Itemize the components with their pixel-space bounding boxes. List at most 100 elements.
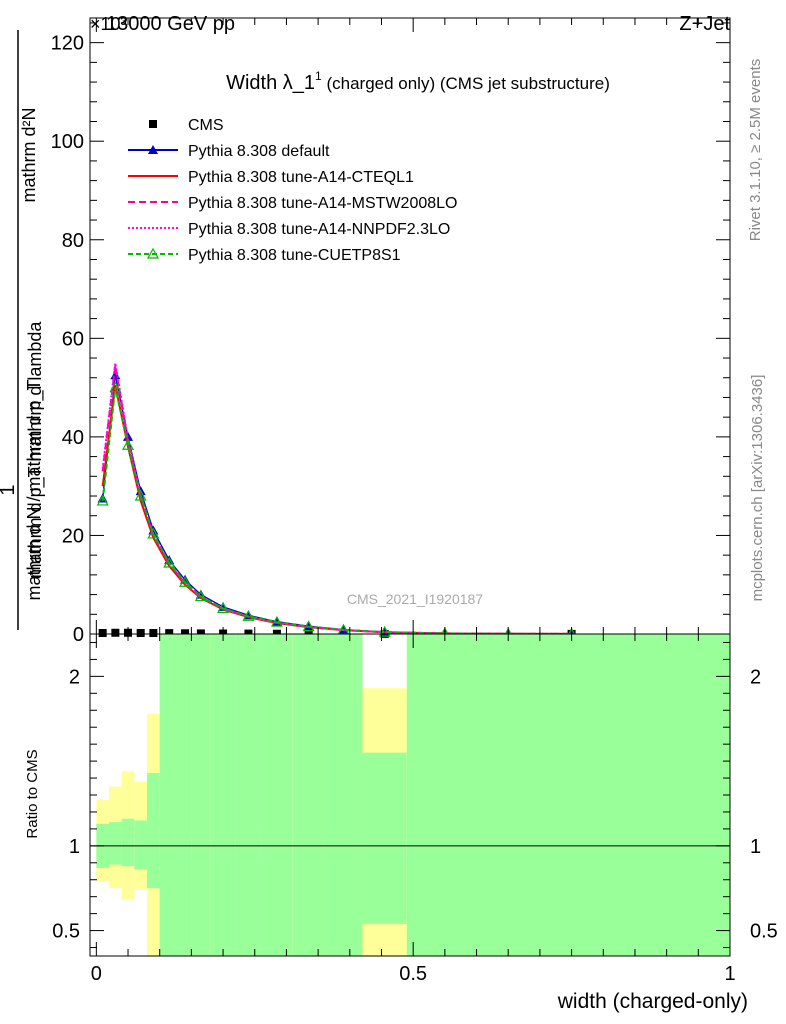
- ratio-stat-band: [134, 820, 148, 870]
- legend-item: Pythia 8.308 tune-A14-MSTW2008LO: [128, 195, 457, 212]
- series-point: [149, 629, 158, 638]
- xtick-label: 1: [724, 963, 735, 985]
- series-point: [109, 381, 122, 393]
- main-series-group: [96, 362, 578, 639]
- legend-marker: [146, 247, 160, 259]
- series-point: [165, 629, 174, 638]
- series-point: [122, 439, 135, 450]
- main-ytick-label: 0: [73, 624, 84, 646]
- ratio-stat-band: [235, 634, 262, 956]
- plot-title: Width λ_11 (charged only) (CMS jet subst…: [226, 69, 610, 94]
- ratio-bands: [96, 634, 730, 956]
- main-ytick-label: 120: [51, 33, 84, 55]
- ratio-stat-band: [191, 634, 211, 956]
- legend-item: Pythia 8.308 tune-A14-NNPDF2.3LO: [128, 221, 450, 238]
- ratio-ytick-label-right: 1: [750, 836, 761, 858]
- legend-item: CMS: [149, 117, 224, 134]
- series-point: [242, 610, 255, 621]
- main-ytick-label: 100: [51, 131, 84, 153]
- series-point: [217, 602, 230, 613]
- main-ticks: 0 20 40 60 80 100 120: [51, 18, 731, 646]
- plot-title-rest: (charged only) (CMS jet substructure): [322, 74, 610, 93]
- series-line: [101, 365, 572, 635]
- series-2: [101, 384, 572, 635]
- ratio-ylabel: Ratio to CMS: [24, 749, 41, 838]
- series-point: [378, 625, 391, 637]
- series-4: [101, 362, 572, 635]
- ratio-stat-band: [324, 634, 363, 956]
- watermark-text: CMS_2021_I1920187: [347, 591, 483, 607]
- series-point: [96, 494, 109, 506]
- header-right-text: Z+Jet: [679, 13, 730, 35]
- series-point: [196, 629, 205, 638]
- series-point: [181, 629, 190, 638]
- ylabel-sub-numerator: mathrm d p_T mathrm d lambda: [25, 321, 46, 579]
- main-ylabel: mathrm d²N mathrm d p_T mathrm d lambda …: [0, 30, 46, 630]
- series-point: [134, 489, 147, 501]
- series-point: [98, 629, 107, 638]
- main-ytick-label: 20: [62, 525, 84, 547]
- legend-marker: [149, 120, 157, 128]
- legend-label: CMS: [188, 117, 224, 134]
- series-point: [179, 576, 192, 587]
- series-point: [270, 615, 283, 627]
- ratio-ytick-label-right: 2: [750, 666, 761, 688]
- legend-item: Pythia 8.308 default: [128, 143, 330, 160]
- legend: CMS Pythia 8.308 default Pythia 8.308 tune…: [128, 117, 457, 264]
- ratio-ytick-label: 2: [69, 666, 80, 688]
- ratio-stat-band: [406, 634, 730, 956]
- ratio-stat-band: [147, 772, 160, 889]
- ratio-stat-band: [109, 822, 122, 865]
- main-ytick-label: 80: [62, 230, 84, 252]
- main-frame: [89, 17, 731, 635]
- series-line: [101, 387, 572, 635]
- legend-item: Pythia 8.308 tune-CUETP8S1: [128, 247, 401, 264]
- series-1: [97, 370, 577, 638]
- main-ytick-label: 60: [62, 328, 84, 350]
- mcplots-text: mcplots.cern.ch [arXiv:1306.3436]: [749, 375, 766, 602]
- legend-item: Pythia 8.308 tune-A14-CTEQL1: [128, 169, 414, 186]
- series-point: [111, 628, 120, 637]
- xtick-label: 0: [91, 963, 102, 985]
- ratio-stat-band: [292, 634, 325, 956]
- main-ytick-label: 40: [62, 427, 84, 449]
- series-3: [101, 365, 572, 635]
- series-line: [101, 384, 572, 635]
- ratio-stat-band: [261, 634, 293, 956]
- ratio-stat-band: [121, 818, 135, 867]
- legend-label: Pythia 8.308 tune-A14-MSTW2008LO: [188, 195, 457, 212]
- ratio-ytick-label: 0.5: [52, 921, 80, 943]
- ylabel-denominator: mathrm d N / mathrm d p_T: [24, 379, 45, 600]
- plot-title-main: Width λ_1: [226, 72, 315, 94]
- legend-label: Pythia 8.308 tune-A14-NNPDF2.3LO: [188, 221, 450, 238]
- exponent-label: ×10³: [90, 14, 127, 34]
- legend-label: Pythia 8.308 default: [188, 143, 330, 160]
- series-point: [163, 556, 176, 568]
- series-point: [136, 629, 145, 638]
- series-5: [96, 381, 578, 639]
- ratio-ytick-label: 1: [69, 836, 80, 858]
- legend-label: Pythia 8.308 tune-CUETP8S1: [188, 247, 401, 264]
- ratio-panel: 0.5 0.5 1 1 2 2 0 0.5 1 Ratio to CMS width (char…: [24, 633, 778, 1013]
- legend-label: Pythia 8.308 tune-A14-CTEQL1: [188, 169, 414, 186]
- xtick-label: 0.5: [399, 963, 427, 985]
- legend-marker: [148, 145, 158, 154]
- main-panel: 0 20 40 60 80 100 120 CMS_2021_I1920187 Width …: [0, 17, 731, 646]
- xaxis-label: width (charged-only): [557, 990, 748, 1013]
- series-point: [147, 527, 160, 539]
- series-point: [302, 620, 315, 632]
- ratio-stat-band: [175, 634, 192, 956]
- ratio-stat-band: [210, 634, 236, 956]
- ratio-ytick-label-right: 0.5: [750, 921, 778, 943]
- series-line: [102, 375, 572, 635]
- ylabel-prefix: 1: [0, 484, 19, 495]
- ylabel-numerator: mathrm d²N: [19, 107, 39, 202]
- series-point: [194, 590, 207, 602]
- ratio-stat-band: [362, 752, 407, 924]
- rivet-text: Rivet 3.1.10, ≥ 2.5M events: [747, 59, 764, 242]
- ratio-stat-band: [159, 634, 176, 956]
- plot-title-sup: 1: [315, 69, 322, 83]
- ratio-ticks: 0.5 0.5 1 1 2 2 0 0.5 1: [52, 634, 778, 985]
- series-line: [101, 362, 572, 635]
